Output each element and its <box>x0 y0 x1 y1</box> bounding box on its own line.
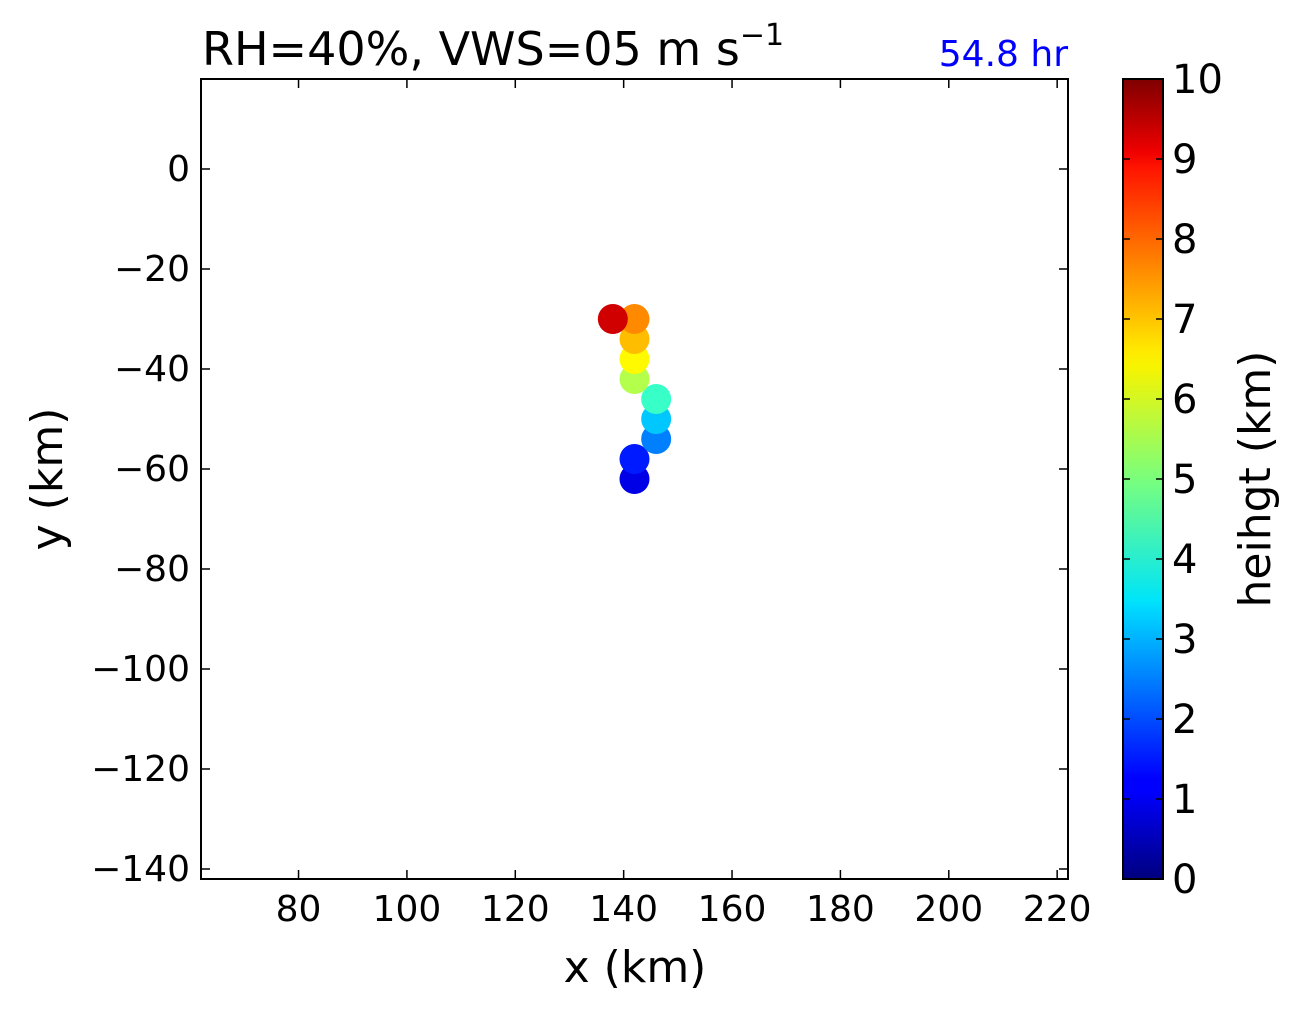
y-tick-label: −120 <box>91 749 190 790</box>
colorbar-label: heihgt (km) <box>1230 351 1281 608</box>
scatter-point <box>597 304 628 334</box>
x-tick-label: 180 <box>806 889 875 930</box>
y-tick-label: −60 <box>114 449 190 490</box>
colorbar-ticks: 0 1 2 3 4 5 6 7 8 9 10 <box>1123 57 1223 903</box>
y-tick-label: −140 <box>91 849 190 890</box>
x-tick-label: 120 <box>481 889 550 930</box>
x-tick-label: 100 <box>373 889 442 930</box>
colorbar-tick-label: 5 <box>1172 457 1197 503</box>
plot-frame <box>200 78 1069 880</box>
y-tick-label: −80 <box>114 549 190 590</box>
time-annotation: 54.8 hr <box>939 34 1068 75</box>
chart-title-main: RH=40%, VWS=05 m s <box>202 22 740 76</box>
scatter-point <box>619 304 650 334</box>
y-tick-label: 0 <box>167 149 190 190</box>
colorbar-tick-label: 7 <box>1172 297 1197 343</box>
scatter-point <box>641 384 672 414</box>
colorbar-tick-label: 8 <box>1172 217 1197 263</box>
x-tick-label: 220 <box>1023 889 1092 930</box>
colorbar-tick-label: 1 <box>1172 777 1197 823</box>
y-tick-label: −20 <box>114 249 190 290</box>
scatter-points <box>597 304 672 494</box>
y-tick-label: −100 <box>91 649 190 690</box>
colorbar-tick-label: 0 <box>1172 857 1197 903</box>
colorbar-tick-label: 2 <box>1172 697 1197 743</box>
x-tick-label: 80 <box>276 889 322 930</box>
axis-ticks: 80 100 120 140 160 180 200 220 0 −20 −40 −60 −80 −100… <box>91 79 1092 930</box>
x-tick-label: 140 <box>589 889 658 930</box>
y-tick-label: −40 <box>114 349 190 390</box>
chart-title: RH=40%, VWS=05 m s−1 <box>202 18 784 76</box>
y-axis-label: y (km) <box>22 408 73 551</box>
colorbar-tick-label: 10 <box>1172 57 1223 103</box>
x-axis-label: x (km) <box>564 942 707 993</box>
colorbar-tick-label: 6 <box>1172 377 1197 423</box>
colorbar-tick-label: 9 <box>1172 137 1197 183</box>
scatter-point <box>619 444 650 474</box>
x-tick-label: 200 <box>914 889 983 930</box>
x-tick-label: 160 <box>698 889 767 930</box>
colorbar-tick-label: 3 <box>1172 617 1197 663</box>
chart-title-superscript: −1 <box>740 18 784 53</box>
colorbar-tick-label: 4 <box>1172 537 1197 583</box>
